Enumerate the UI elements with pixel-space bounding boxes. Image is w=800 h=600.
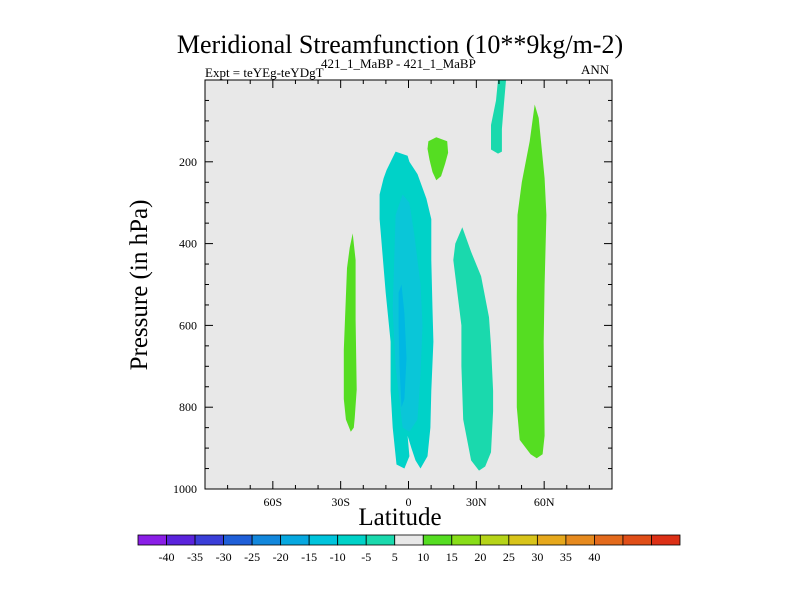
colorbar-swatch — [365, 534, 396, 546]
x-tick-label: 30N — [466, 495, 487, 509]
chart-subtitle: 421_1_MaBP - 421_1_MaBP — [321, 56, 476, 71]
colorbar-swatch — [451, 534, 481, 546]
x-tick-label: 60S — [263, 495, 282, 509]
experiment-label: Expt = teYEg-teYDgT — [205, 65, 324, 80]
x-axis-label: Latitude — [358, 504, 442, 531]
colorbar-swatch — [594, 534, 624, 546]
region-cell-equator-core — [398, 284, 407, 408]
colorbar-swatch — [394, 534, 424, 546]
colorbar-swatch — [536, 534, 567, 546]
x-tick-label: 60N — [534, 495, 555, 509]
y-tick-label: 800 — [179, 400, 197, 414]
axis-ticks: 200 400 600 800 1000 60S 30S 0 30N 60N — [173, 80, 612, 509]
colorbar-label: -35 — [187, 550, 203, 564]
region-cell-25S — [343, 233, 357, 432]
region-cell-58N — [516, 104, 547, 459]
y-tick-label: 600 — [179, 318, 197, 332]
colorbar-label: 25 — [503, 550, 515, 564]
chart-title: Meridional Streamfunction (10**9kg/m-2) — [176, 30, 624, 59]
colorbar: -40 -35 -30 -25 -20 -15 -10 -5 5 10 15 20 25 30 35 40 — [137, 534, 681, 564]
colorbar-label: -15 — [301, 550, 317, 564]
colorbar-label: -25 — [244, 550, 260, 564]
colorbar-swatch — [651, 534, 681, 546]
region-cell-10N-top — [427, 137, 449, 181]
colorbar-swatch — [422, 534, 453, 546]
colorbar-swatch — [223, 534, 253, 546]
colorbar-label: 30 — [531, 550, 543, 564]
colorbar-swatch — [251, 534, 282, 546]
y-tick-label: 1000 — [173, 482, 197, 496]
contour-regions — [343, 80, 547, 471]
colorbar-label: -10 — [330, 550, 346, 564]
region-cell-40N-top — [491, 80, 506, 154]
colorbar-label: -30 — [216, 550, 232, 564]
colorbar-swatch — [508, 534, 538, 546]
colorbar-label: 15 — [446, 550, 458, 564]
colorbar-label: -5 — [361, 550, 371, 564]
colorbar-swatch — [194, 534, 224, 546]
colorbar-label: 20 — [474, 550, 486, 564]
colorbar-label: 10 — [417, 550, 429, 564]
colorbar-label: 40 — [588, 550, 600, 564]
colorbar-label: -40 — [159, 550, 175, 564]
colorbar-swatch — [622, 534, 652, 546]
colorbar-swatch — [166, 534, 196, 546]
y-tick-label: 400 — [179, 237, 197, 251]
x-tick-label: 30S — [331, 495, 350, 509]
colorbar-label: -20 — [273, 550, 289, 564]
colorbar-swatch — [337, 534, 367, 546]
colorbar-swatch — [308, 534, 339, 546]
region-cell-30N — [453, 227, 494, 471]
colorbar-swatch — [479, 534, 510, 546]
colorbar-swatch — [565, 534, 595, 546]
colorbar-swatch — [280, 534, 310, 546]
x-tick-label: 0 — [406, 495, 412, 509]
y-tick-label: 200 — [179, 155, 197, 169]
colorbar-label: 35 — [560, 550, 572, 564]
colorbar-label: 5 — [392, 550, 398, 564]
season-label: ANN — [581, 62, 610, 77]
colorbar-swatch — [137, 534, 167, 546]
